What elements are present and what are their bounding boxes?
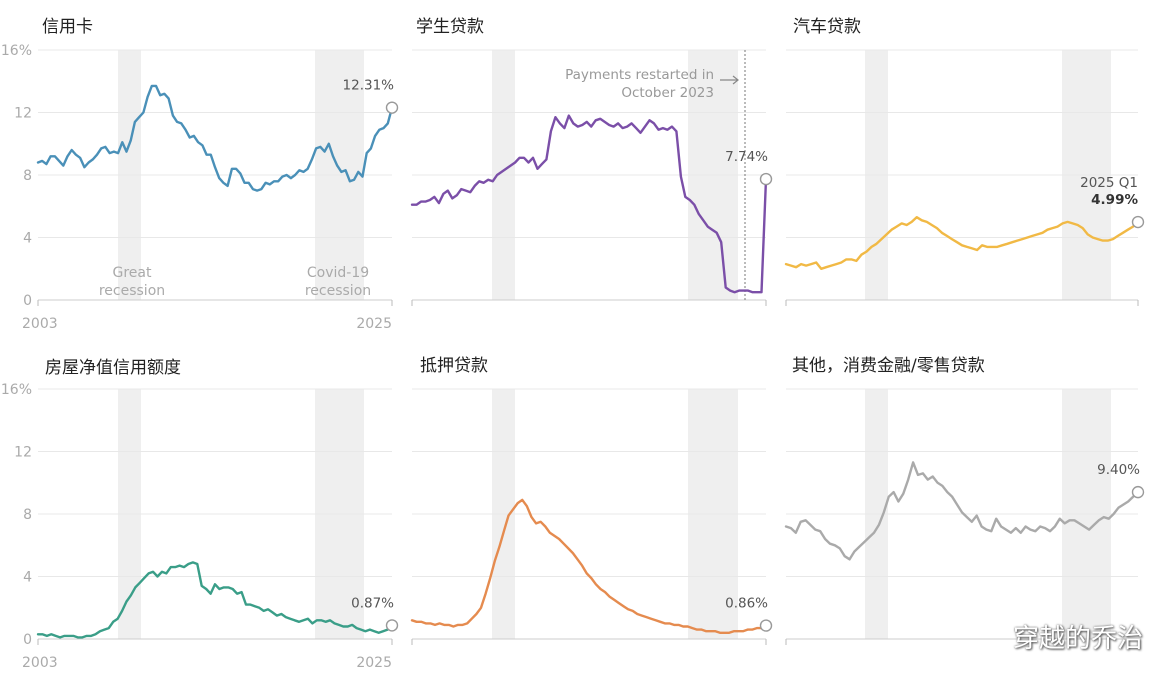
end-value-label: 9.40% [1097, 462, 1140, 478]
end-value-label: 0.87% [351, 595, 394, 611]
recession-label: recession [305, 283, 371, 299]
y-tick-label: 12 [14, 106, 32, 122]
series-line [410, 498, 768, 634]
series-line [36, 84, 394, 192]
end-value-label: 4.99% [1091, 192, 1138, 208]
y-tick-label: 0 [23, 632, 32, 648]
y-tick-label: 4 [23, 570, 32, 586]
series-line [36, 561, 394, 639]
x-tick-label: 2003 [22, 316, 58, 332]
panel-title: 汽车贷款 [793, 17, 861, 37]
recession-label: recession [99, 283, 165, 299]
end-date-label: 2025 Q1 [1080, 175, 1138, 191]
y-tick-label: 16% [1, 382, 32, 398]
end-value-label: 7.74% [725, 149, 768, 165]
series-line [784, 461, 1140, 561]
x-tick-label: 2003 [22, 655, 58, 671]
end-value-label: 12.31% [343, 78, 395, 94]
recession-label: Covid-19 [307, 265, 369, 281]
y-tick-label: 0 [23, 293, 32, 309]
y-tick-label: 8 [23, 168, 32, 184]
panel-title: 其他，消费金融/零售贷款 [792, 356, 985, 376]
end-point-marker [759, 172, 773, 186]
y-tick-label: 12 [14, 445, 32, 461]
panel-title: 信用卡 [42, 17, 93, 37]
series-line [784, 216, 1140, 270]
recession-label: Great [113, 265, 152, 281]
end-point-marker [759, 619, 773, 632]
panel-title: 房屋净值信用额度 [45, 358, 181, 378]
panel-title: 学生贷款 [416, 17, 484, 37]
y-tick-label: 8 [23, 507, 32, 523]
x-tick-label: 2025 [356, 655, 392, 671]
panel-title: 抵押贷款 [420, 356, 488, 376]
arrow-icon [720, 75, 739, 85]
y-tick-label: 16% [1, 43, 32, 59]
end-point-marker [1131, 215, 1145, 229]
end-value-label: 0.86% [725, 596, 768, 612]
annotation-text: October 2023 [621, 85, 714, 101]
annotation-text: Payments restarted in [565, 67, 714, 83]
end-point-marker [1131, 485, 1145, 499]
end-point-marker [385, 619, 399, 632]
y-tick-label: 4 [23, 231, 32, 247]
watermark-text: 穿越的乔治 [1012, 624, 1143, 654]
series-line [410, 114, 768, 294]
x-tick-label: 2025 [356, 316, 392, 332]
end-point-marker [385, 101, 399, 114]
